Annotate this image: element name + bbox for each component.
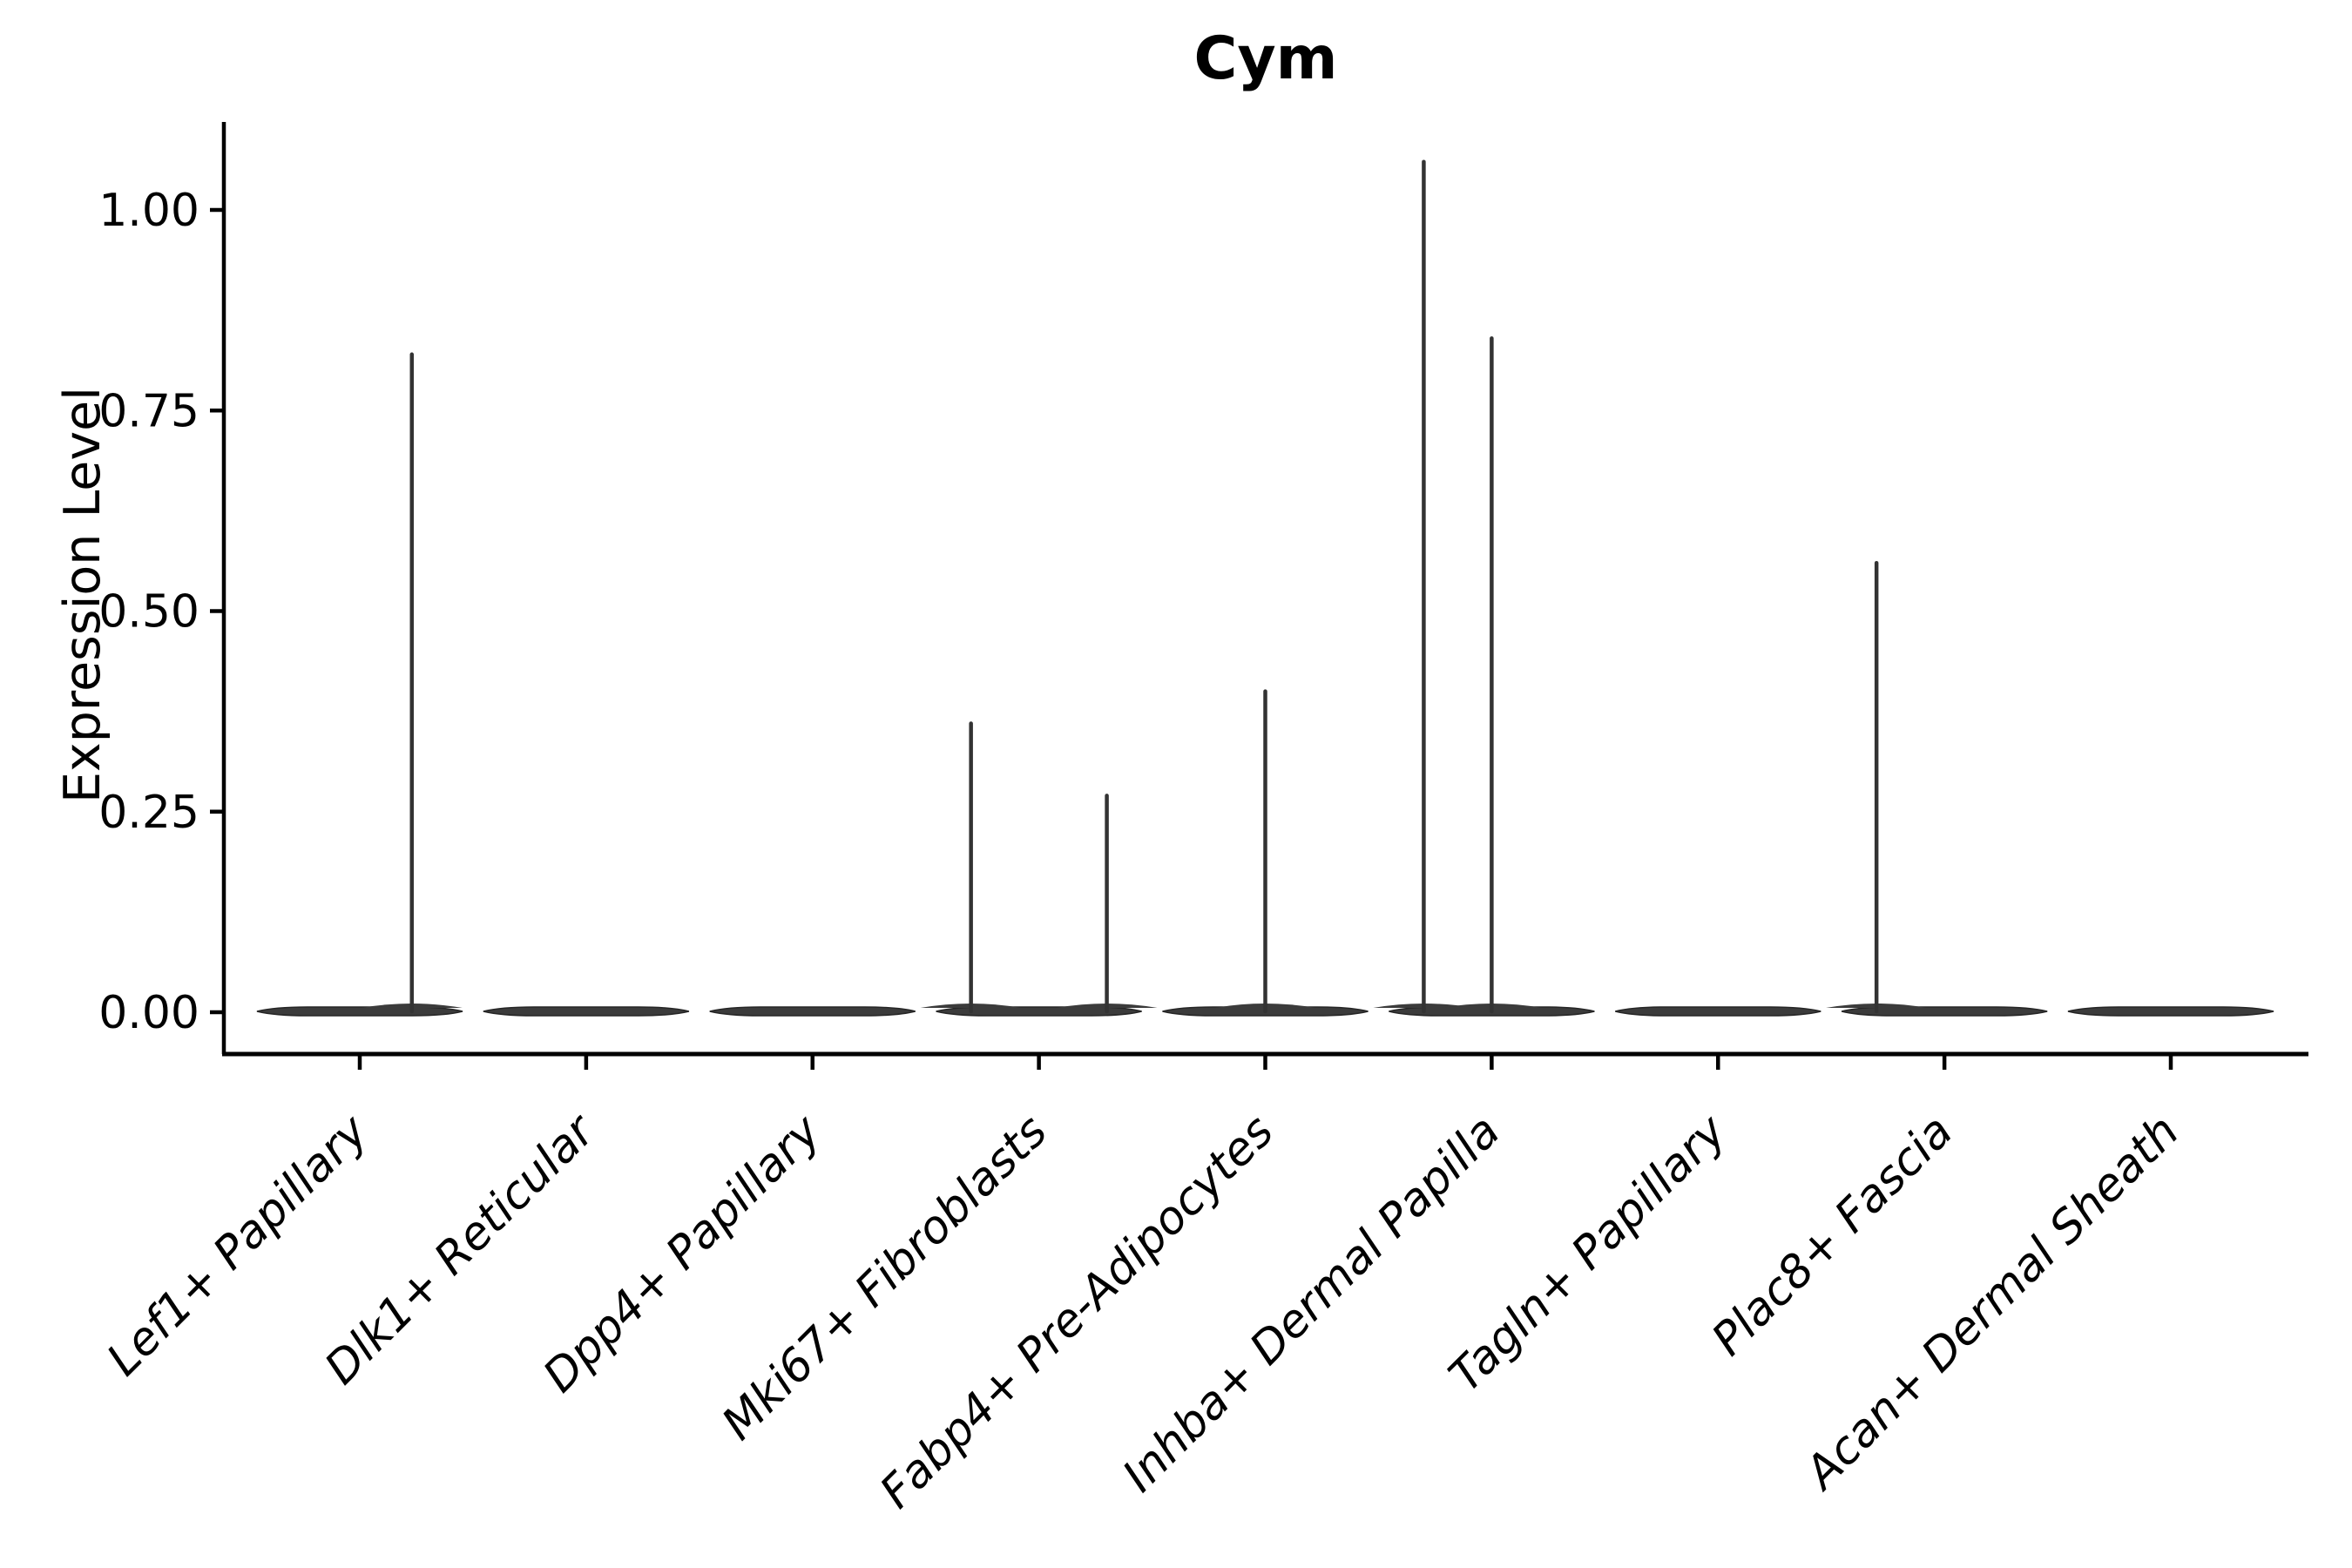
y-tick-label: 0.75 [98, 385, 199, 437]
violin-base [256, 1006, 463, 1017]
violin-base [2067, 1006, 2274, 1017]
y-tick-label: 0.25 [98, 787, 199, 839]
y-tick-label: 1.00 [98, 185, 199, 237]
violin-base [936, 1006, 1142, 1017]
y-tick-label: 0.50 [98, 586, 199, 639]
violin-base [483, 1006, 690, 1017]
violin-base [1841, 1006, 2048, 1017]
x-tick-label: Acan+ Dermal Sheath [1794, 1105, 2189, 1501]
y-tick-label: 0.00 [98, 987, 199, 1039]
plot-title: Cym [1193, 24, 1338, 93]
x-tick-label: Plac8+ Fascia [1702, 1105, 1963, 1366]
violin-base [709, 1006, 916, 1017]
x-tick-label: Fabp4+ Pre-Adipocytes [870, 1105, 1284, 1519]
y-axis-label: Expression Level [54, 387, 112, 803]
violin-base [1615, 1006, 1821, 1017]
x-tick-label: Inhba+ Dermal Papilla [1113, 1105, 1511, 1503]
